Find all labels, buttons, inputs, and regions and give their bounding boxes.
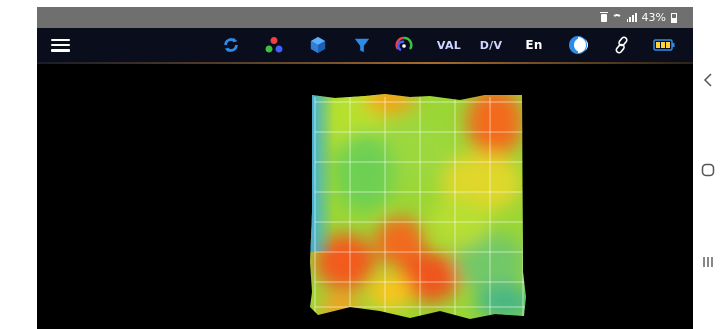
device-battery[interactable] [649, 28, 679, 62]
battery-icon [653, 39, 675, 51]
battery-percent: 43% [641, 11, 666, 24]
language-label: En [525, 38, 543, 52]
grid-lines [314, 97, 525, 317]
heatmap-surface [310, 94, 526, 319]
status-icons: 43% [599, 10, 677, 25]
language-button[interactable]: En [520, 28, 548, 62]
back-icon [703, 73, 712, 87]
filter-icon [354, 38, 370, 53]
val-label: VAL [436, 38, 462, 52]
recents-button[interactable] [693, 250, 723, 274]
status-bar: 43% [37, 7, 693, 28]
home-button[interactable] [693, 158, 723, 182]
half-moon-icon [569, 36, 588, 54]
palette-icon [395, 36, 413, 52]
signal-icon [626, 13, 637, 22]
refresh-icon [224, 37, 238, 53]
theme-toggle[interactable] [565, 28, 591, 62]
recents-icon [703, 257, 713, 267]
color-mode-button[interactable] [261, 28, 287, 62]
system-nav-bar [693, 0, 723, 329]
refresh-button[interactable] [218, 28, 244, 62]
heatmap-view [310, 94, 526, 319]
left-margin [0, 0, 37, 329]
toolbar-divider [37, 62, 693, 64]
3d-view-button[interactable] [305, 28, 331, 62]
connect-button[interactable] [609, 28, 635, 62]
app-toolbar: VAL D/V En [37, 28, 693, 62]
val-button[interactable]: VAL [432, 28, 466, 62]
menu-button[interactable] [47, 28, 73, 62]
color-dots-icon [265, 37, 283, 53]
back-button[interactable] [693, 68, 723, 92]
filter-button[interactable] [349, 28, 375, 62]
palette-button[interactable] [391, 28, 417, 62]
link-icon [615, 36, 628, 54]
dv-button[interactable]: D/V [474, 28, 508, 62]
wifi-icon [611, 13, 622, 22]
menu-icon [50, 38, 70, 52]
dv-label: D/V [479, 38, 503, 52]
home-icon [701, 163, 715, 177]
trash-icon [599, 11, 608, 22]
cube-icon [310, 36, 326, 54]
battery-status-icon [671, 12, 677, 23]
